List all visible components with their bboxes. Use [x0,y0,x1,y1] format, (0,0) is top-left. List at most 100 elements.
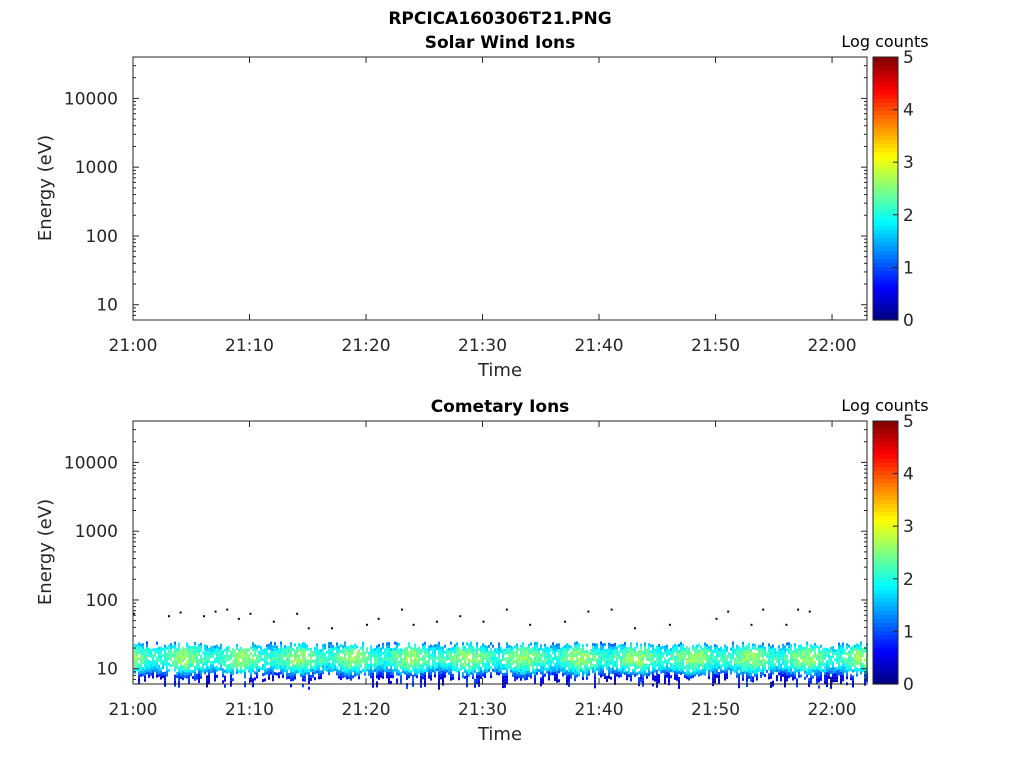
spectrogram-cell [188,678,190,682]
spectrogram-cell [516,658,518,662]
spectrogram-cell [762,651,764,655]
spectrogram-cell [534,678,536,681]
spectrogram-cell [810,650,812,654]
spectrogram-cell [852,675,854,679]
spectrogram-cell [648,673,650,677]
spectrogram-cell [276,645,278,649]
spectrogram-cell [330,663,332,667]
spectrogram-cell [194,659,196,663]
spectrogram-cell [422,661,424,665]
spectrogram-cell [224,648,226,652]
spectrogram-cell [828,666,830,670]
spectrogram-cell [298,649,300,653]
spectrogram-cell [794,643,796,647]
spectrogram-cell [224,654,226,658]
spectrogram-cell [274,672,276,676]
spectrogram-cell [674,676,676,680]
spectrogram-cell [598,648,600,652]
spectrogram-cell [524,671,526,675]
spectrogram-cell [280,671,282,675]
spectrogram-cell [144,660,146,664]
spectrogram-cell [842,660,844,664]
spectrogram-cell [686,646,688,650]
spectrogram-cell [838,648,840,652]
spectrogram-cell [568,668,570,672]
spectrogram-cell [664,678,666,682]
colorbar-step [873,287,898,292]
colorbar-step [873,437,898,443]
spectrogram-cell [438,686,440,690]
spectrogram-cell [182,656,184,660]
spectrogram-cell [380,647,382,651]
spectrogram-cell [678,655,680,659]
spectrogram-cell [746,678,748,681]
spectrogram-cell [558,664,560,668]
spectrogram-cell [252,666,254,670]
spectrogram-cell [616,664,618,668]
spectrogram-cell [580,669,582,673]
spectrogram-cell [588,660,590,664]
count-point [529,623,532,626]
spectrogram-cell [396,645,398,649]
spectrogram-cell [546,661,548,665]
spectrogram-cell [266,656,268,660]
spectrogram-cell [382,645,384,649]
spectrogram-cell [864,679,866,683]
spectrogram-cell [624,663,626,666]
spectrogram-cell [176,672,178,676]
spectrogram-cell [602,646,604,650]
spectrogram-cell [736,671,738,675]
spectrogram-cell [334,653,336,656]
spectrogram-cell [596,643,598,647]
spectrogram-cell [256,645,258,649]
spectrogram-cell [598,651,600,655]
spectrogram-cell [398,663,400,667]
spectrogram-cell [782,646,784,650]
colorbar-tick-label: 2 [903,206,914,226]
spectrogram-cell [818,673,820,677]
spectrogram-cell [538,663,540,666]
count-point [249,612,252,615]
spectrogram-cell [642,674,644,678]
spectrogram-cell [802,652,804,656]
spectrogram-cell [358,661,360,665]
spectrogram-cell [640,652,642,656]
spectrogram-cell [456,648,458,652]
spectrogram-cell [490,651,492,655]
spectrogram-cell [474,681,476,685]
spectrogram-cell [722,648,724,652]
spectrogram-cell [146,659,148,663]
spectrogram-cell [310,677,312,681]
spectrogram-cell [402,649,404,653]
spectrogram-cell [300,649,302,653]
spectrogram-cell [462,657,464,661]
spectrogram-cell [138,645,140,649]
count-point [633,627,636,630]
spectrogram-cell [804,652,806,656]
spectrogram-cell [216,644,218,648]
spectrogram-cell [564,663,566,667]
spectrogram-cell [186,651,188,655]
spectrogram-cell [462,645,464,649]
spectrogram-cell [750,672,752,676]
spectrogram-cell [338,660,340,664]
spectrogram-cell [562,661,564,665]
spectrogram-cell [344,656,346,660]
spectrogram-cell [452,649,454,653]
spectrogram-cell [286,649,288,653]
spectrogram-cell [204,653,206,657]
spectrogram-cell [282,674,284,678]
spectrogram-cell [680,663,682,666]
spectrogram-cell [410,658,412,662]
spectrogram-cell [678,664,680,668]
spectrogram-cell [496,663,498,666]
spectrogram-cell [476,672,478,676]
spectrogram-cell [820,677,822,681]
spectrogram-cell [562,655,564,659]
spectrogram-cell [288,658,290,661]
spectrogram-cell [662,655,664,658]
spectrogram-cell [234,649,236,653]
spectrogram-cell [784,657,786,661]
spectrogram-cell [544,658,546,662]
